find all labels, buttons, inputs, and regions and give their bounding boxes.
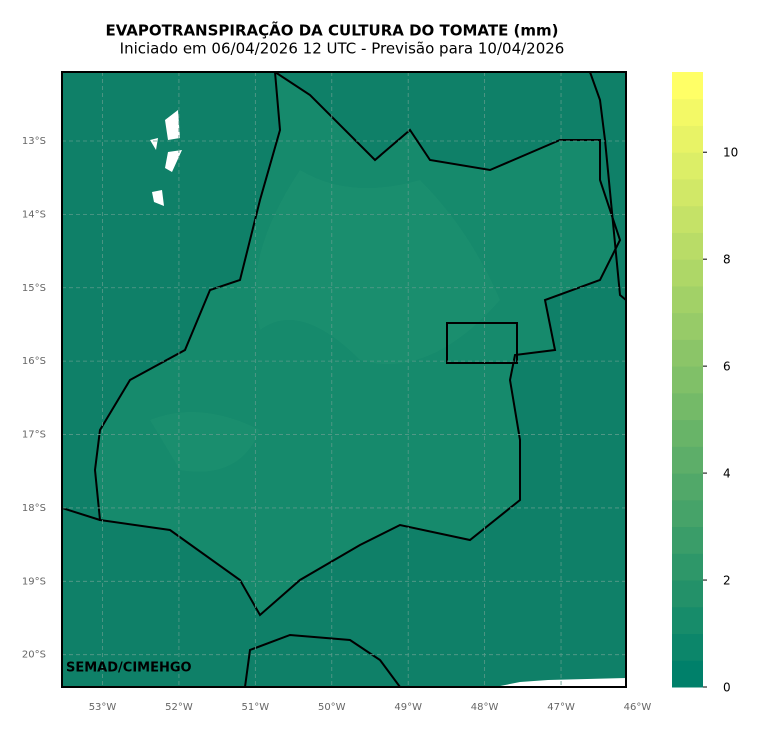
lat-tick-label: 13°S [22, 136, 46, 147]
colorbar-tick-label: 4 [723, 467, 731, 481]
colorbar-tick-label: 8 [723, 253, 731, 267]
colorbar-band [672, 366, 703, 394]
lon-tick-label: 51°W [242, 702, 270, 713]
lon-tick-label: 50°W [318, 702, 346, 713]
colorbar-tick-label: 10 [723, 146, 738, 160]
lat-tick-label: 19°S [22, 576, 46, 587]
colorbar-band [672, 232, 703, 260]
colorbar-band [672, 660, 703, 688]
lon-tick-label: 53°W [89, 702, 117, 713]
colorbar-tick-label: 6 [723, 360, 731, 374]
map-area [62, 72, 626, 687]
colorbar-tick-label: 0 [723, 681, 731, 695]
colorbar-band [672, 152, 703, 180]
colorbar-band [672, 98, 703, 126]
border-line [62, 72, 626, 687]
colorbar-band [672, 285, 703, 314]
colorbar-band [672, 392, 703, 421]
lat-tick-label: 14°S [22, 209, 46, 220]
lat-tick-label: 20°S [22, 650, 46, 661]
lat-tick-label: 18°S [22, 503, 46, 514]
colorbar-band [672, 205, 703, 233]
colorbar-band [672, 473, 703, 501]
colorbar-band [672, 178, 703, 207]
state-border [93, 72, 622, 617]
colorbar-band [672, 339, 703, 367]
title: EVAPOTRANSPIRAÇÃO DA CULTURA DO TOMATE (… [105, 21, 558, 40]
colorbar-band [672, 72, 703, 100]
map-frame [61, 71, 627, 688]
field-patch [150, 170, 500, 472]
colorbar-band [672, 419, 703, 447]
credit: SEMAD/CIMEHGO [66, 661, 192, 676]
colorbar-band [672, 312, 703, 340]
colorbar-band [672, 446, 703, 474]
colorbar-band [672, 259, 703, 287]
colorbar-band [672, 526, 703, 554]
colorbar-band [672, 499, 703, 528]
subtitle: Iniciado em 06/04/2026 12 UTC - Previsão… [120, 40, 565, 58]
colorbar-band [672, 606, 703, 635]
lon-tick-label: 49°W [394, 702, 422, 713]
lon-tick-label: 52°W [165, 702, 193, 713]
df-border [446, 322, 518, 364]
lat-tick-label: 17°S [22, 430, 46, 441]
lon-tick-label: 46°W [624, 702, 652, 713]
colorbar-band [672, 125, 703, 153]
lat-tick-label: 16°S [22, 356, 46, 367]
lat-tick-label: 15°S [22, 283, 46, 294]
colorbar-band [672, 580, 703, 608]
colorbar-band [672, 553, 703, 581]
lon-tick-label: 47°W [547, 702, 575, 713]
lon-tick-label: 48°W [471, 702, 499, 713]
colorbar-tick-label: 2 [723, 574, 731, 588]
colorbar-band [672, 633, 703, 661]
